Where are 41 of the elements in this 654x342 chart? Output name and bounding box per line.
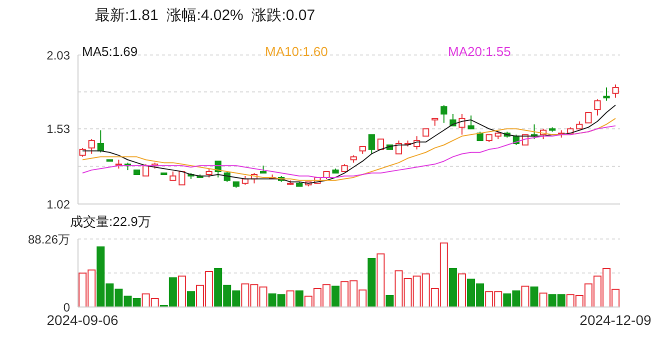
text: MA20:1.55	[448, 44, 512, 59]
x-tick-label: 2024-12-09	[580, 312, 652, 328]
candlestick	[585, 112, 592, 124]
bar	[368, 258, 376, 307]
candlestick	[395, 140, 402, 154]
line-series	[82, 125, 616, 178]
bar	[530, 286, 538, 307]
bar	[186, 291, 195, 307]
candlestick	[458, 114, 466, 136]
candlestick	[178, 171, 186, 186]
y-tick-label: 0	[63, 300, 70, 314]
chart-title: 成交量:22.9万	[70, 213, 151, 231]
bar	[448, 268, 457, 307]
line-series	[82, 104, 616, 184]
line-series	[82, 118, 616, 181]
bar	[539, 292, 548, 307]
text: MA10:1.60	[265, 44, 329, 59]
bar	[521, 286, 530, 307]
bar	[386, 294, 394, 307]
candlestick	[594, 98, 601, 116]
candlestick	[368, 134, 375, 154]
candlestick	[612, 84, 619, 98]
candlestick	[97, 130, 104, 153]
candlestick	[88, 138, 95, 154]
bar	[178, 276, 186, 307]
x-tick-label: 2024-09-06	[46, 312, 119, 328]
bar	[286, 290, 294, 307]
bar	[332, 286, 340, 307]
bar	[295, 290, 304, 307]
bar	[458, 273, 466, 307]
candlestick	[468, 114, 474, 130]
y-tick-label: 1.53	[46, 122, 70, 136]
y-tick-label: 2.03	[46, 48, 70, 62]
candlestick	[142, 164, 150, 176]
bar	[376, 253, 385, 307]
candlestick	[440, 104, 448, 124]
text: MA5:1.69	[82, 44, 139, 59]
candlestick	[603, 86, 610, 102]
y-tick-label: 88.26万	[28, 232, 70, 246]
chart-title: 最新:1.81 涨幅:4.02% 涨跌:0.07	[95, 6, 316, 25]
y-tick-label: 1.02	[46, 197, 70, 212]
